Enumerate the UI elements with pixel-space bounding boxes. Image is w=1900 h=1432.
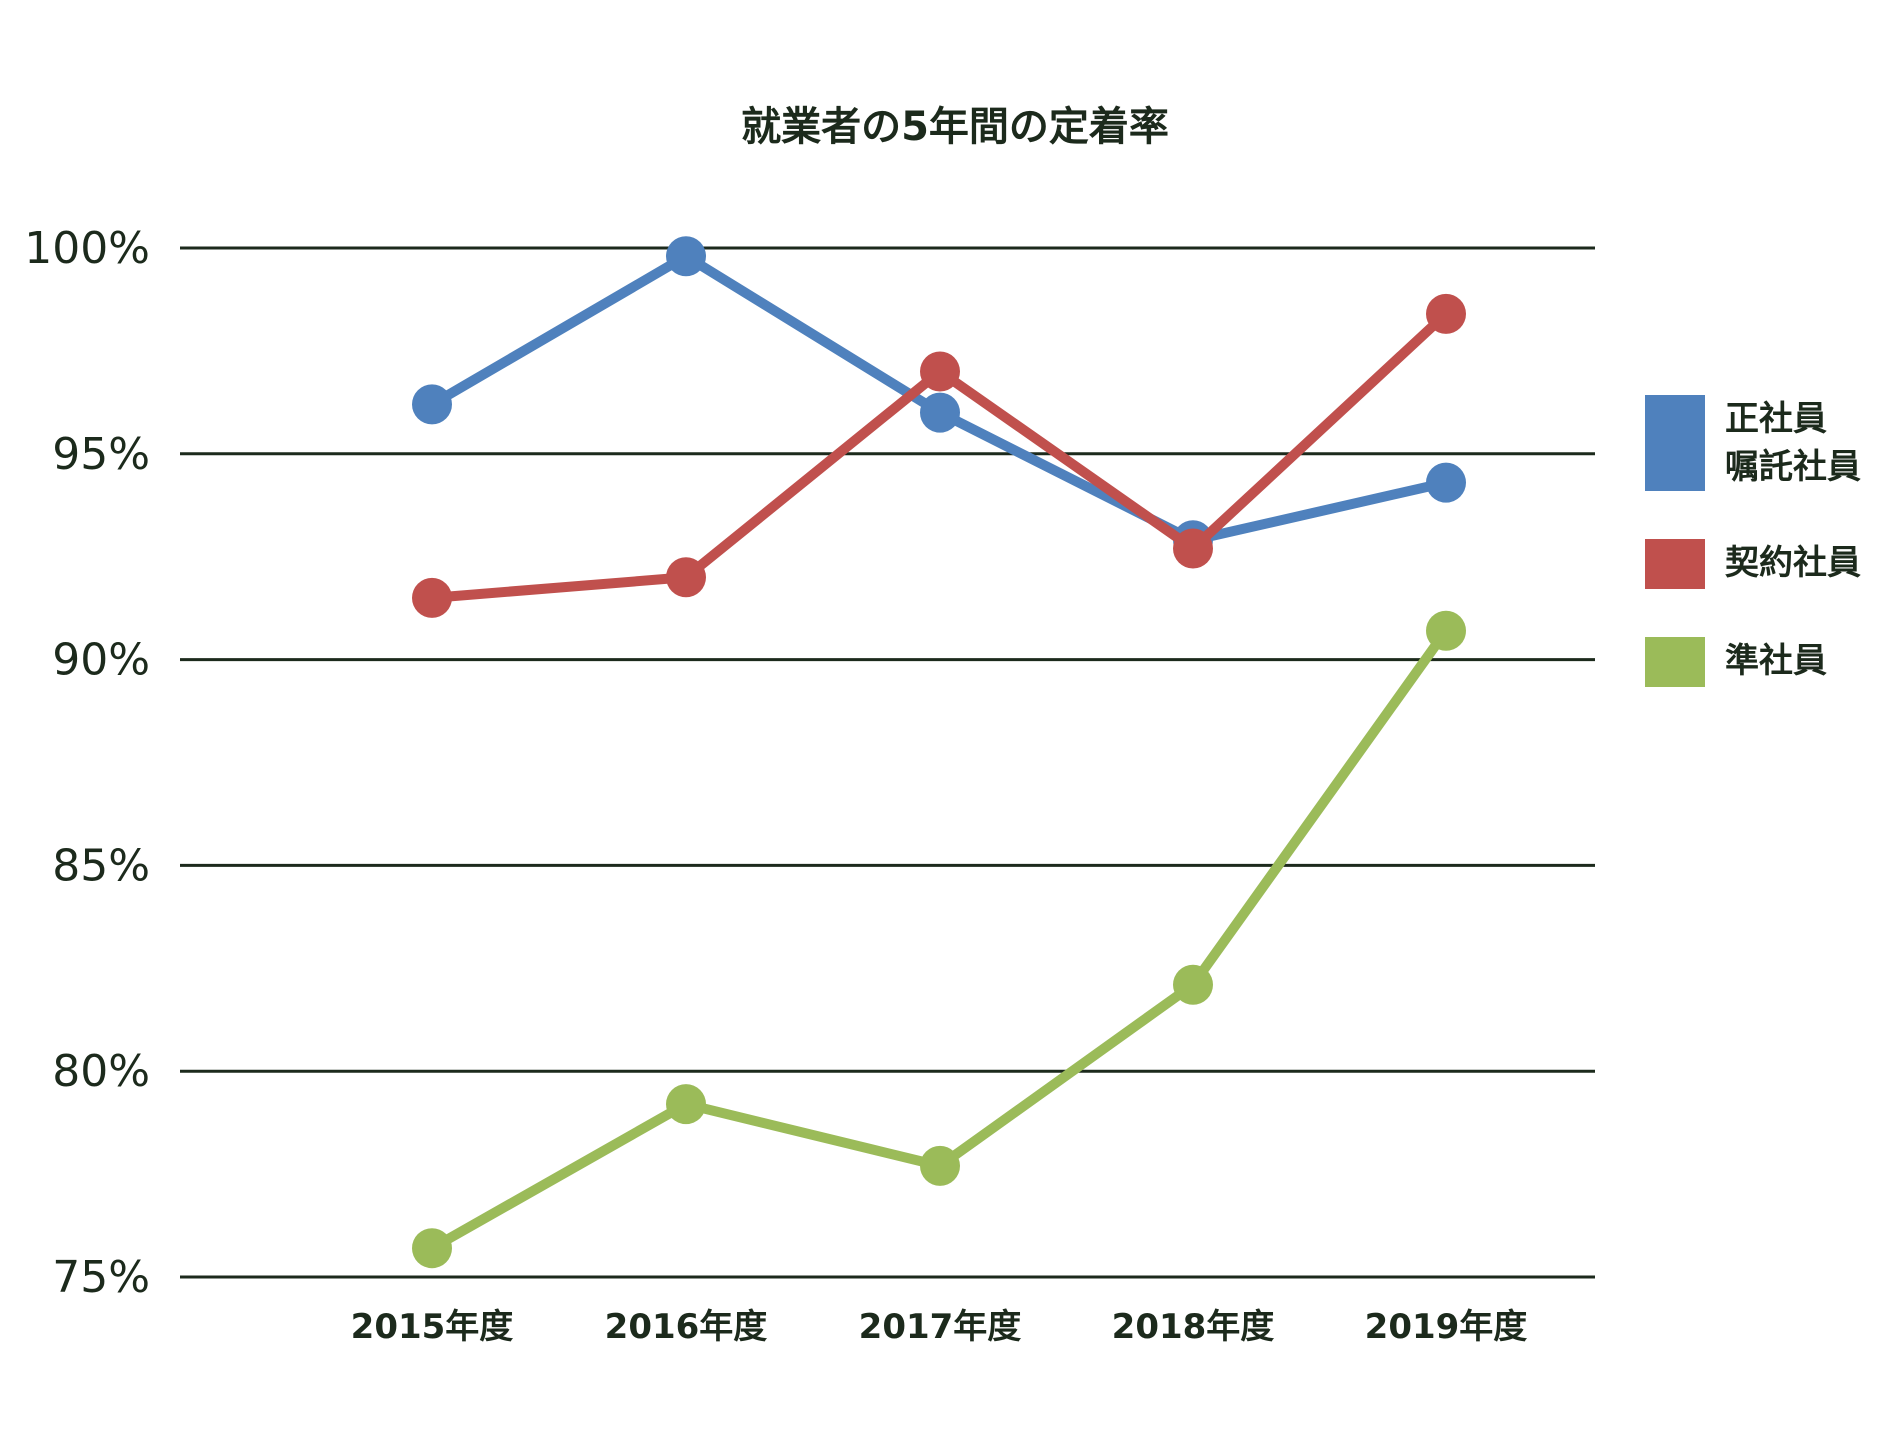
legend-label: 契約社員 [1725, 543, 1861, 583]
y-tick-label: 85% [52, 840, 150, 891]
data-point [1173, 964, 1213, 1005]
y-tick-label: 100% [24, 223, 150, 274]
series-lines [412, 236, 1466, 1269]
data-point [1173, 528, 1213, 569]
y-tick-label: 95% [52, 429, 150, 480]
x-tick-label: 2016年度 [605, 1307, 768, 1347]
legend-swatch [1645, 637, 1705, 687]
data-point [412, 1228, 452, 1269]
data-point [666, 1084, 706, 1125]
legend-item: 契約社員 [1645, 539, 1861, 589]
x-tick-label: 2017年度 [859, 1307, 1022, 1347]
series-1 [412, 236, 1466, 561]
y-tick-label: 80% [52, 1046, 150, 1097]
y-tick-label: 90% [52, 635, 150, 686]
legend-swatch [1645, 395, 1705, 491]
x-tick-label: 2019年度 [1365, 1307, 1528, 1347]
x-axis-tick-labels: 2015年度 2016年度 2017年度 2018年度 2019年度 [351, 1307, 1528, 1347]
legend-item: 準社員 [1645, 637, 1827, 687]
y-tick-label: 75% [52, 1252, 150, 1303]
legend-swatch [1645, 539, 1705, 589]
y-axis-tick-labels: 75% 80% 85% 90% 95% 100% [24, 223, 150, 1303]
data-point [920, 392, 960, 433]
data-point [412, 577, 452, 618]
data-point [1426, 462, 1466, 503]
data-point [666, 236, 706, 277]
data-point [412, 384, 452, 425]
chart-title: 就業者の5年間の定着率 [741, 104, 1169, 150]
legend-item: 正社員嘱託社員 [1645, 395, 1861, 491]
series-2 [412, 293, 1466, 618]
x-tick-label: 2018年度 [1112, 1307, 1275, 1347]
data-point [920, 1145, 960, 1186]
x-tick-label: 2015年度 [351, 1307, 514, 1347]
legend-label: 準社員 [1725, 641, 1827, 681]
series-3 [412, 610, 1466, 1269]
data-point [1426, 293, 1466, 334]
data-point [666, 557, 706, 598]
data-point [920, 351, 960, 392]
data-point [1426, 610, 1466, 651]
legend-label: 正社員嘱託社員 [1725, 399, 1861, 487]
gridlines [180, 246, 1595, 1279]
